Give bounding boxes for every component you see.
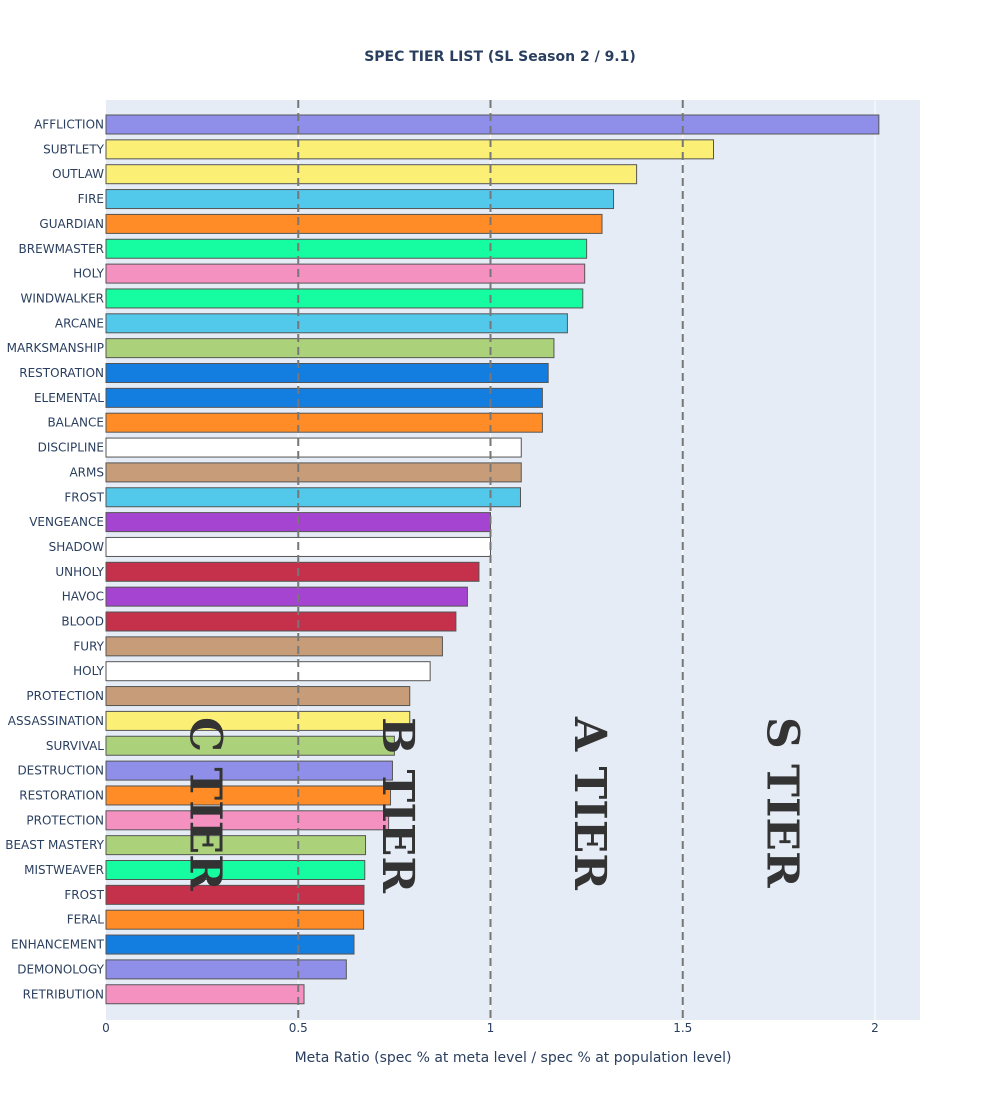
bar — [105, 164, 638, 185]
tier-label: S TIER — [756, 717, 807, 888]
bar — [105, 661, 431, 682]
bar — [105, 114, 880, 135]
x-axis-title: Meta Ratio (spec % at meta level / spec … — [295, 1050, 732, 1066]
category-label: SURVIVAL — [46, 739, 104, 753]
bar — [105, 263, 586, 284]
bar — [105, 238, 588, 259]
category-label: FIRE — [78, 192, 104, 206]
bar — [105, 909, 365, 930]
category-label: HAVOC — [62, 590, 104, 604]
bar — [105, 412, 543, 433]
category-label: VENGEANCE — [29, 515, 104, 529]
x-tick-label: 1 — [487, 1021, 495, 1035]
category-label: DISCIPLINE — [38, 441, 104, 455]
category-label: HOLY — [73, 664, 105, 678]
bar — [105, 213, 603, 234]
category-label: PROTECTION — [26, 689, 104, 703]
bar — [105, 139, 715, 160]
category-label: ARCANE — [55, 316, 104, 330]
bar — [105, 710, 411, 731]
category-label: DESTRUCTION — [17, 764, 104, 778]
bar — [105, 934, 355, 955]
category-label: UNHOLY — [55, 565, 104, 579]
bar — [105, 387, 543, 408]
category-label: FURY — [73, 639, 104, 653]
tier-reference-lines — [297, 100, 684, 1020]
tier-label: A TIER — [564, 716, 615, 890]
category-label: FROST — [64, 490, 104, 504]
category-label: HOLY — [73, 267, 105, 281]
bar — [105, 288, 584, 309]
bar — [105, 860, 366, 880]
category-label: BEAST MASTERY — [5, 838, 104, 852]
x-tick-label: 0 — [102, 1021, 110, 1035]
category-label: AFFLICTION — [34, 118, 104, 132]
x-tick-label: 1.5 — [673, 1021, 692, 1035]
bar — [105, 636, 443, 657]
bar — [105, 487, 521, 508]
x-tick-label: 0.5 — [289, 1021, 308, 1035]
category-label: RESTORATION — [19, 788, 104, 802]
bar — [105, 462, 522, 483]
bar — [105, 313, 568, 334]
chart-title: SPEC TIER LIST (SL Season 2 / 9.1) — [364, 49, 636, 65]
bar — [105, 785, 392, 806]
category-label: FROST — [64, 888, 104, 902]
category-label: MISTWEAVER — [24, 863, 104, 877]
tier-label: C TIER — [180, 717, 231, 891]
tier-label: B TIER — [372, 717, 423, 893]
category-label: BLOOD — [61, 615, 104, 629]
category-label: ASSASSINATION — [8, 714, 104, 728]
tier-labels: C TIER B TIER A TIER S TIER — [180, 716, 808, 893]
y-axis-category-labels: AFFLICTION SUBTLETY OUTLAW FIRE GUARDIAN BREW… — [5, 118, 104, 1002]
bar — [105, 189, 615, 210]
bar — [105, 835, 367, 856]
category-label: BALANCE — [47, 416, 104, 430]
bar — [105, 437, 522, 458]
category-label: ENHANCEMENT — [11, 938, 105, 952]
x-axis-tick-labels: 0 0.5 1 1.5 2 — [102, 1021, 879, 1035]
bar — [105, 984, 305, 1005]
category-label: FERAL — [67, 913, 105, 927]
bar — [105, 686, 411, 707]
bars — [105, 114, 880, 1005]
category-label: PROTECTION — [26, 813, 104, 827]
bar — [105, 735, 395, 756]
category-label: DEMONOLOGY — [17, 962, 104, 976]
category-label: MARKSMANSHIP — [7, 341, 104, 355]
category-label: RETRIBUTION — [23, 987, 104, 1001]
bar — [105, 959, 347, 980]
category-label: SUBTLETY — [43, 142, 105, 156]
category-label: RESTORATION — [19, 366, 104, 380]
bar — [105, 363, 549, 383]
category-label: SHADOW — [49, 540, 105, 554]
bar — [105, 338, 555, 359]
category-label: WINDWALKER — [20, 291, 104, 305]
category-label: ELEMENTAL — [34, 391, 104, 405]
category-label: OUTLAW — [52, 167, 104, 181]
bar — [105, 561, 480, 582]
bar — [105, 810, 390, 831]
bar — [105, 760, 393, 781]
x-tick-label: 2 — [871, 1021, 879, 1035]
category-label: GUARDIAN — [39, 217, 104, 231]
bar — [105, 611, 457, 632]
bar — [105, 586, 468, 607]
category-label: ARMS — [69, 465, 104, 479]
bar — [105, 884, 365, 905]
category-label: BREWMASTER — [19, 242, 104, 256]
